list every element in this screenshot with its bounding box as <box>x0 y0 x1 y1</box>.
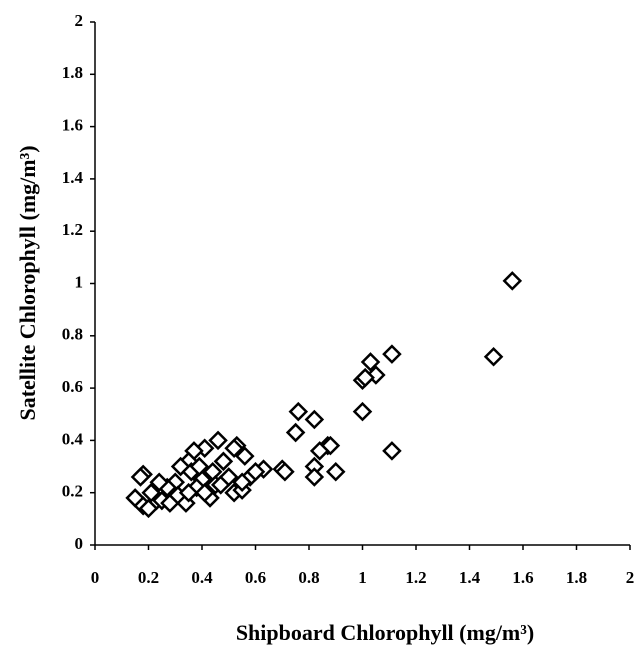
y-tick-label: 1.8 <box>62 63 83 82</box>
y-tick-label: 0.4 <box>62 429 84 448</box>
point <box>245 462 266 482</box>
point <box>325 462 346 482</box>
y-tick-label: 1 <box>75 272 84 291</box>
point <box>194 482 215 503</box>
x-tick-label: 1.8 <box>566 568 587 587</box>
point <box>483 346 504 367</box>
x-tick-label: 1.2 <box>405 568 426 587</box>
y-tick-label: 1.2 <box>62 220 83 239</box>
point <box>285 422 306 443</box>
x-tick-label: 0.8 <box>298 568 319 587</box>
point <box>224 438 244 459</box>
y-tick-label: 0 <box>75 534 84 553</box>
point <box>382 344 402 364</box>
point <box>304 409 325 430</box>
point <box>309 441 330 461</box>
y-tick-label: 0.2 <box>62 482 83 501</box>
point <box>360 352 381 372</box>
point <box>208 430 228 451</box>
y-tick-label: 2 <box>75 11 84 30</box>
point <box>141 482 161 503</box>
x-tick-label: 1.6 <box>512 568 533 587</box>
point <box>382 441 402 461</box>
y-tick-label: 0.8 <box>62 325 83 344</box>
point <box>352 401 373 422</box>
x-tick-label: 0.2 <box>138 568 159 587</box>
point <box>288 401 309 422</box>
y-axis-title: Satellite Chlorophyll (mg/m³) <box>15 145 40 420</box>
x-tick-label: 2 <box>626 568 635 587</box>
y-tick-label: 1.4 <box>62 168 84 187</box>
x-tick-label: 0.6 <box>245 568 266 587</box>
x-axis-title: Shipboard Chlorophyll (mg/m³) <box>236 620 534 645</box>
x-tick-label: 1.4 <box>459 568 481 587</box>
point <box>218 467 239 487</box>
point <box>178 482 199 503</box>
x-tick-label: 0 <box>91 568 100 587</box>
point <box>355 367 375 388</box>
point <box>189 456 210 477</box>
point <box>213 451 234 472</box>
x-tick-label: 0.4 <box>191 568 213 587</box>
point <box>138 498 159 519</box>
y-tick-label: 1.6 <box>62 116 83 135</box>
point <box>149 472 169 493</box>
point <box>275 462 295 482</box>
point <box>235 446 255 466</box>
y-tick-label: 0.6 <box>62 377 83 396</box>
x-tick-label: 1 <box>358 568 367 587</box>
point <box>232 472 252 493</box>
point <box>130 467 151 487</box>
point <box>304 467 325 487</box>
point <box>502 271 523 291</box>
